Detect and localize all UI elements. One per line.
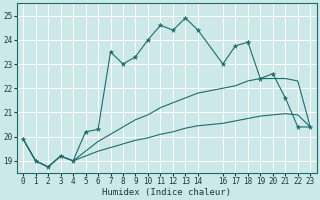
X-axis label: Humidex (Indice chaleur): Humidex (Indice chaleur) (102, 188, 231, 197)
